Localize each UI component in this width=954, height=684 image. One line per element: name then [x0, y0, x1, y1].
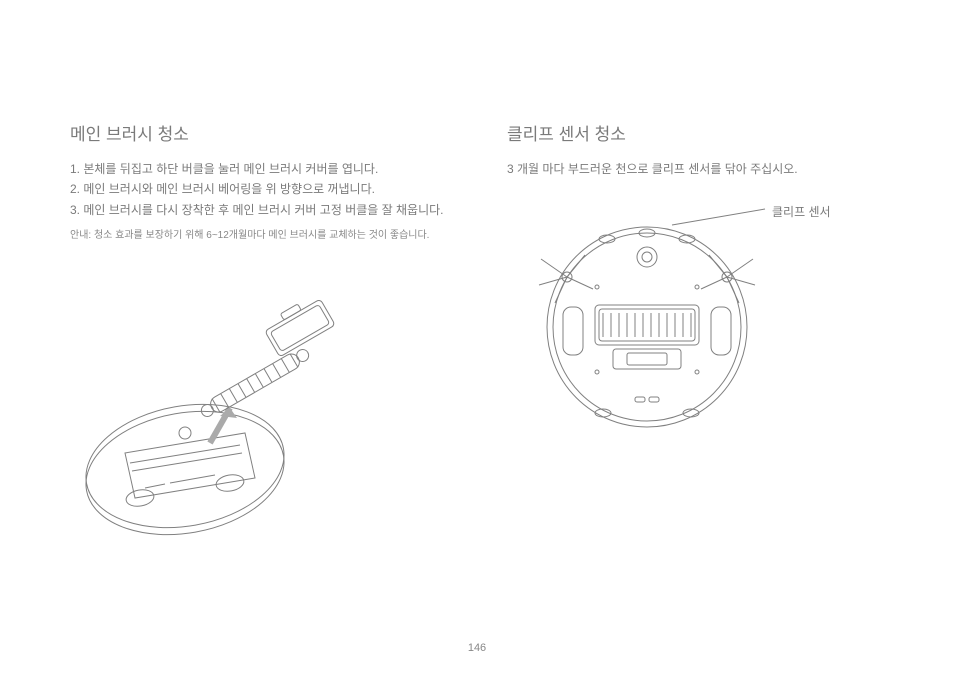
step-3: 3. 메인 브러시를 다시 장착한 후 메인 브러시 커버 고정 버클을 잘 채…	[70, 200, 447, 220]
cliff-sensor-diagram: 클리프 센서	[507, 197, 884, 457]
main-brush-diagram	[70, 268, 447, 558]
left-heading: 메인 브러시 청소	[70, 120, 447, 145]
page-number: 146	[468, 642, 486, 654]
left-note: 안내: 청소 효과를 보장하기 위해 6~12개월마다 메인 브러시를 교체하는…	[70, 228, 447, 243]
right-column: 클리프 센서 청소 3 개월 마다 부드러운 천으로 클리프 센서를 닦아 주십…	[507, 120, 884, 558]
right-desc: 3 개월 마다 부드러운 천으로 클리프 센서를 닦아 주십시오.	[507, 159, 884, 179]
step-1: 1. 본체를 뒤집고 하단 버클을 눌러 메인 브러시 커버를 엽니다.	[70, 159, 447, 179]
left-column: 메인 브러시 청소 1. 본체를 뒤집고 하단 버클을 눌러 메인 브러시 커버…	[70, 120, 447, 558]
cliff-sensor-label: 클리프 센서	[772, 203, 831, 220]
step-2: 2. 메인 브러시와 메인 브러시 베어링을 위 방향으로 꺼냅니다.	[70, 179, 447, 199]
right-heading: 클리프 센서 청소	[507, 120, 884, 145]
left-steps: 1. 본체를 뒤집고 하단 버클을 눌러 메인 브러시 커버를 엽니다. 2. …	[70, 159, 447, 220]
